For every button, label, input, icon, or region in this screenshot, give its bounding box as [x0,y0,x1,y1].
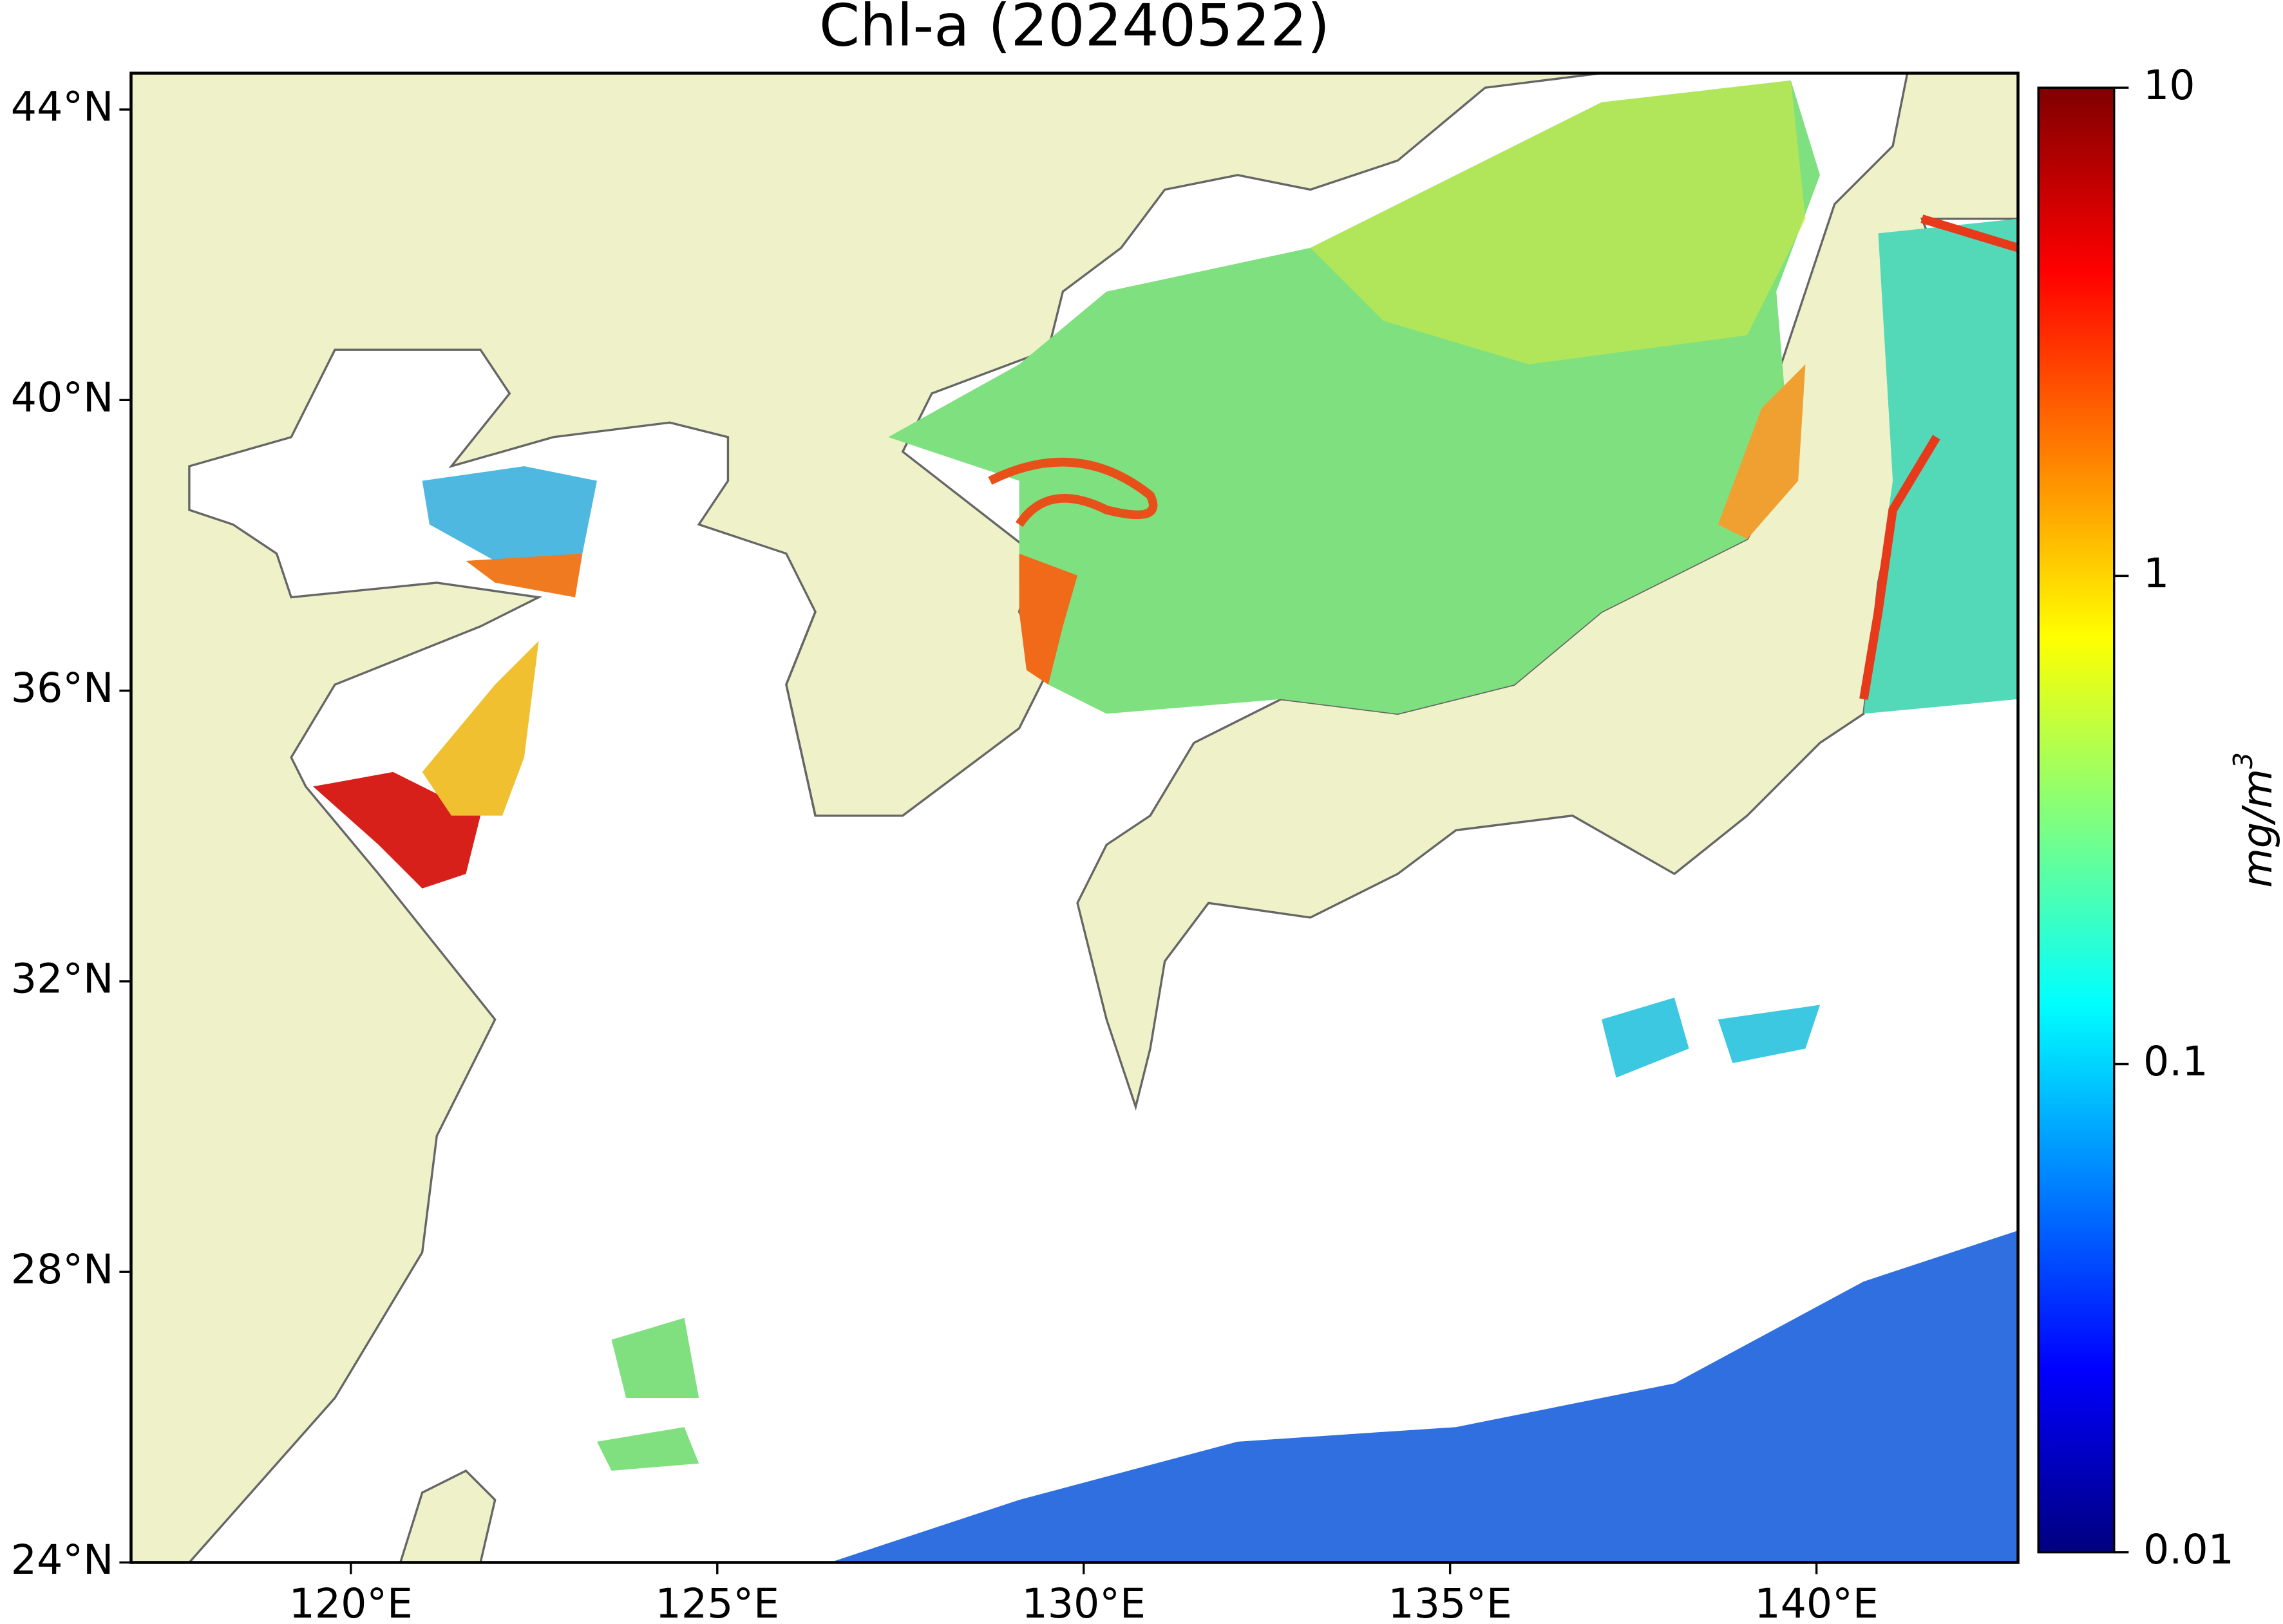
colorbar-tick-label: 1 [2143,549,2169,597]
colorbar-tick-label: 0.01 [2143,1525,2234,1573]
chl-tsugaru [1718,364,1806,540]
chl-bohai-south [466,553,583,598]
chl-okinawa-patches [596,1317,699,1471]
map-frame [129,71,2020,1564]
chl-pacific-patches [1601,997,1821,1078]
colorbar-tick-label: 0.1 [2143,1037,2208,1085]
chl-pacific-low [829,1230,2018,1563]
colorbar-label: mg/m3 [2228,752,2280,888]
y-tick-label: 32°N [11,954,114,1002]
chl-sea-of-japan-north [1310,80,1806,364]
x-tick-label: 135°E [1388,1580,1511,1624]
x-tick-label: 130°E [1021,1580,1145,1624]
y-tick-label: 28°N [11,1245,114,1293]
colorbar [2037,86,2116,1554]
x-tick-label: 140°E [1754,1580,1878,1624]
coastline-korea [785,611,903,817]
x-tick-label: 125°E [656,1580,779,1624]
chl-east-honshu [1863,218,2018,714]
y-tick-label: 44°N [11,83,114,131]
y-tick-label: 40°N [11,373,114,421]
colorbar-unit-sup: 3 [2228,752,2259,769]
colorbar-unit: mg/m [2233,769,2280,888]
chl-eddy [988,457,1158,527]
chl-yellow-sea [422,641,539,816]
chl-yangtze [313,771,481,889]
chl-korea-coast [1019,553,1078,685]
chl-bohai [422,466,597,562]
taiwan [399,1469,497,1563]
y-tick-label: 36°N [11,664,114,712]
chl-east-honshu-coast [1859,214,2018,700]
colorbar-tick-label: 10 [2143,61,2195,109]
y-tick-label: 24°N [11,1536,114,1583]
x-tick-label: 120°E [289,1580,413,1624]
map-area [131,73,2018,1563]
axes: 120°E 125°E 130°E 135°E 140°E 24°N 28°N 32°N 36°… [11,61,2234,1624]
map-title: Chl-a (20240522) [819,0,1330,60]
